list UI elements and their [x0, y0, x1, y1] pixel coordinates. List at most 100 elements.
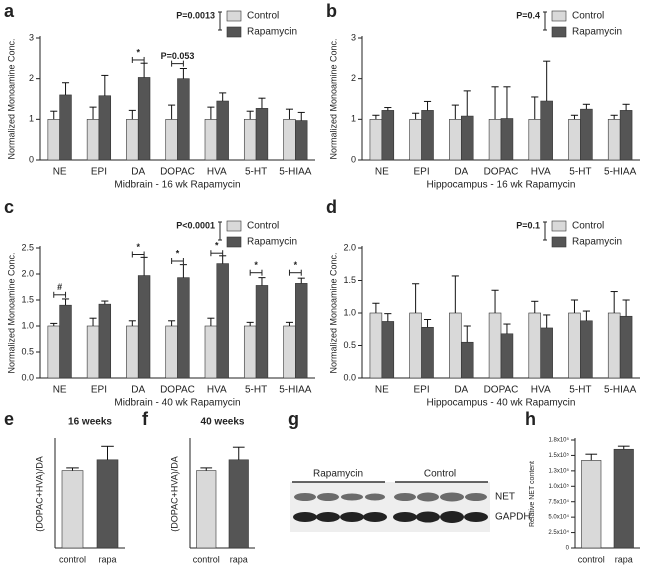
bar	[165, 119, 178, 161]
y-tick-label: 1.5x10⁵	[548, 452, 569, 459]
legend-label: Control	[247, 11, 279, 22]
chart-title: 16 weeks	[68, 417, 112, 428]
sig-label: *	[254, 260, 258, 270]
x-tick-label: EPI	[414, 167, 430, 178]
bar	[580, 108, 593, 161]
bar	[126, 119, 139, 161]
bar	[216, 100, 229, 161]
x-tick-label: NE	[375, 167, 389, 178]
y-tick-label: 3	[351, 32, 356, 42]
x-tick-label: DOPAC	[160, 167, 195, 178]
panel: a 0 1 2 3 NE EPI DA DOPAC HVA 5-HT 5-HIAA Control Rap…	[4, 1, 315, 191]
bar	[243, 119, 257, 161]
blot-background	[290, 482, 490, 532]
panel: f control rapa 40 weeks (DOPAC+HVA)/DA	[142, 409, 255, 564]
bar	[421, 326, 434, 379]
legend-swatch	[226, 26, 242, 38]
bar	[540, 327, 553, 379]
y-axis-label: Relative NET content	[529, 461, 536, 527]
y-tick-label: 2.0	[343, 242, 356, 252]
y-tick-label: 1.0x10⁵	[548, 483, 569, 490]
panel: e control rapa 16 weeks (DOPAC+HVA)/DA	[4, 409, 125, 564]
bar	[488, 119, 502, 161]
y-tick-label: 2.5	[21, 242, 34, 252]
x-tick-label: rapa	[230, 554, 248, 564]
y-tick-label: 1.0	[21, 320, 34, 330]
x-tick-label: rapa	[98, 554, 116, 564]
gapdh-bands	[293, 511, 488, 523]
y-tick-label: 1.3x10⁵	[548, 467, 569, 474]
bar	[460, 341, 474, 379]
panel: d 0.0 0.5 1.0 1.5 2.0 NE EPI DA DOPAC HVA 5-HT 5-HIA…	[326, 197, 640, 409]
bar	[216, 263, 229, 379]
x-tick-label: DA	[454, 167, 468, 178]
x-tick-label: HVA	[207, 385, 227, 396]
x-tick-label: DA	[131, 167, 145, 178]
panel-letter: d	[326, 197, 337, 217]
legend-label: Rapamycin	[572, 237, 622, 248]
bar	[619, 315, 633, 379]
bar	[177, 78, 190, 161]
bar	[449, 119, 462, 161]
legend-label: Control	[572, 11, 604, 22]
x-axis-label: Midbrain - 16 wk Rapamycin	[114, 180, 240, 191]
x-tick-label: HVA	[207, 167, 227, 178]
sig-label: *	[136, 47, 140, 57]
bar	[228, 459, 249, 549]
x-tick-label: EPI	[91, 385, 107, 396]
bar	[409, 119, 422, 161]
y-tick-label: 1.8x10⁵	[548, 437, 569, 444]
bar	[568, 312, 581, 379]
y-tick-label: 0.5	[343, 340, 356, 350]
y-axis-label: Normalized Monoamine Conc.	[328, 38, 338, 159]
x-tick-label: NE	[53, 167, 67, 178]
sig-label: *	[294, 260, 298, 270]
y-tick-label: 0.0	[21, 372, 34, 382]
x-tick-label: EPI	[414, 385, 430, 396]
y-tick-label: 0	[351, 154, 356, 164]
x-axis-label: Hippocampus - 16 wk Rapamycin	[427, 180, 576, 191]
x-tick-label: control	[59, 554, 86, 564]
panel-letter: g	[288, 409, 299, 429]
bar	[204, 119, 218, 161]
bar	[607, 312, 621, 379]
x-tick-label: 5-HT	[245, 385, 267, 396]
y-tick-label: 0	[566, 546, 570, 552]
bar	[460, 115, 474, 161]
legend-swatch	[551, 10, 567, 22]
y-axis-label: Normalized Monoamine Conc.	[6, 252, 16, 373]
x-tick-label: 5-HIAA	[604, 167, 637, 178]
bar	[369, 312, 383, 379]
bar	[165, 325, 178, 379]
bar	[369, 119, 383, 161]
bar	[283, 325, 296, 379]
x-tick-label: rapa	[615, 554, 633, 564]
bar	[98, 95, 112, 161]
bar	[568, 119, 581, 161]
y-tick-label: 7.5x10⁴	[548, 498, 569, 505]
bar	[204, 325, 218, 379]
y-tick-label: 1	[351, 114, 356, 124]
sig-label: *	[136, 242, 140, 252]
y-tick-label: 1.5	[343, 275, 356, 285]
x-tick-label: 5-HIAA	[279, 167, 312, 178]
legend-swatch	[551, 236, 567, 248]
panel-letter: a	[4, 1, 15, 21]
bar	[449, 312, 462, 379]
legend-label: Rapamycin	[572, 27, 622, 38]
y-tick-label: 5.0x10⁴	[548, 514, 569, 521]
x-tick-label: HVA	[531, 385, 551, 396]
bar	[409, 312, 422, 379]
bar	[528, 119, 542, 161]
x-axis-label: Midbrain - 40 wk Rapamycin	[114, 398, 240, 409]
x-tick-label: NE	[53, 385, 67, 396]
legend-label: Control	[247, 221, 279, 232]
p-value: P<0.0001	[176, 220, 215, 230]
y-tick-label: 3	[29, 32, 34, 42]
y-tick-label: 2	[29, 73, 34, 83]
chart-title: 40 weeks	[201, 417, 245, 428]
bar	[295, 120, 308, 161]
sig-label: P=0.053	[161, 51, 195, 61]
bar	[607, 119, 621, 161]
y-tick-label: 2.5x10⁴	[548, 529, 569, 536]
